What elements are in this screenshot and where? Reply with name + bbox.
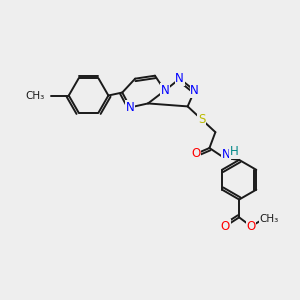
Text: O: O (246, 220, 256, 233)
Text: S: S (198, 113, 205, 126)
Text: O: O (191, 148, 200, 160)
Text: CH₃: CH₃ (26, 91, 45, 100)
Text: N: N (222, 148, 231, 161)
Text: N: N (126, 101, 135, 114)
Text: N: N (160, 84, 169, 97)
Text: N: N (175, 72, 184, 85)
Text: CH₃: CH₃ (259, 214, 278, 224)
Text: H: H (230, 146, 239, 158)
Text: O: O (221, 220, 230, 233)
Text: N: N (190, 84, 199, 97)
